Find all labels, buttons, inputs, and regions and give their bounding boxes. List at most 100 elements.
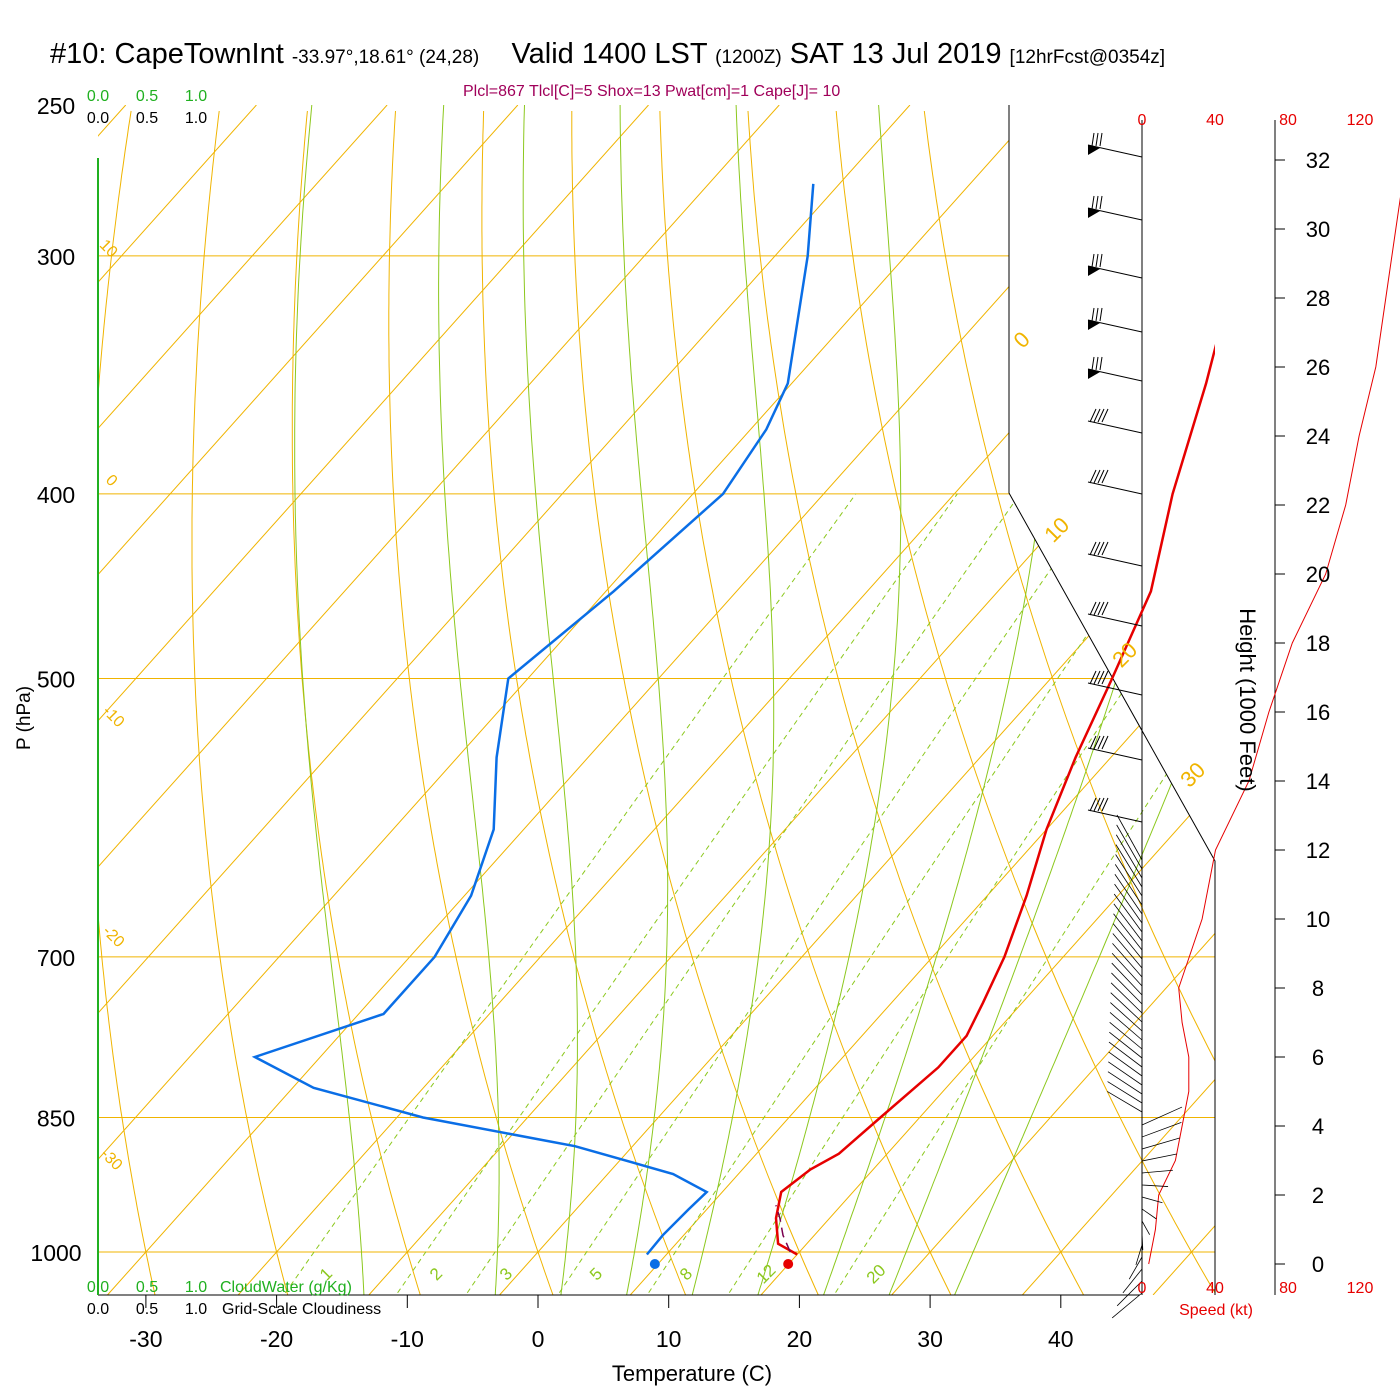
wind-barb-staff — [1107, 1091, 1143, 1113]
wind-barb-staff — [1087, 481, 1143, 495]
wind-barb — [1141, 1121, 1182, 1138]
cloudiness-tick-top: 1.0 — [185, 110, 207, 127]
wind-barb — [1141, 1169, 1173, 1174]
mixing-ratio-label: 8 — [676, 1264, 696, 1284]
surface-temperature-dot — [783, 1259, 794, 1269]
moist-adiabat — [619, 105, 669, 1295]
wind-barb — [1113, 893, 1143, 933]
wind-barb-feather — [1101, 670, 1109, 685]
wind-barb-staff — [1087, 368, 1143, 382]
dry-adiabat — [747, 110, 1085, 1295]
wind-barb-staff — [1141, 1196, 1163, 1204]
wind-barb-staff — [1141, 1169, 1173, 1174]
isotherm--10 — [368, 347, 1215, 1295]
height-tick-label: 4 — [1312, 1114, 1324, 1139]
isotherm-label: 10 — [96, 237, 121, 262]
wind-barb — [1110, 992, 1143, 1023]
mixing-ratio-line — [727, 552, 1215, 1295]
wind-barb — [1087, 601, 1143, 627]
height-tick-label: 22 — [1306, 493, 1330, 518]
wind-barb-feather — [1097, 408, 1105, 423]
wind-barb-staff — [1108, 1041, 1143, 1068]
wind-barb-staff — [1115, 834, 1143, 879]
chart-title: #10: CapeTownInt -33.97°,18.61° (24,28) … — [50, 38, 1165, 71]
wind-barb-feather — [1099, 195, 1103, 210]
wind-barb — [1113, 913, 1143, 951]
speed-tick-top: 40 — [1206, 112, 1224, 129]
speed-axis-label: Speed (kt) — [1179, 1302, 1253, 1319]
wind-barb-staff — [1114, 883, 1143, 924]
valid-time: Valid 1400 LST — [511, 38, 708, 70]
wind-barb-pennant — [1088, 369, 1100, 379]
wind-barb — [1109, 1012, 1143, 1041]
wind-barb-staff — [1141, 1106, 1183, 1126]
wind-barb — [1115, 854, 1143, 897]
wind-barb — [1122, 1268, 1143, 1294]
wind-barb — [1111, 972, 1143, 1005]
forecast-info: [12hrFcst@0354z] — [1009, 47, 1166, 68]
wind-barb-pennant — [1088, 266, 1100, 276]
wind-barb-staff — [1087, 319, 1143, 333]
isotherm--40 — [98, 105, 1041, 1161]
wind-barb-staff — [1114, 874, 1143, 915]
wind-barb — [1115, 834, 1143, 879]
wind-barb-feather — [1091, 253, 1095, 268]
pressure-tick-label: 850 — [37, 1106, 75, 1132]
speed-tick-top: 0 — [1138, 112, 1147, 129]
height-tick-label: 26 — [1306, 355, 1330, 380]
wind-barb — [1087, 408, 1143, 434]
wind-barb-staff — [1110, 982, 1143, 1014]
isotherm-20 — [760, 786, 1215, 1295]
valid-date: SAT 13 Jul 2019 — [789, 38, 1002, 70]
wind-barb — [1114, 864, 1143, 906]
wind-barb — [1111, 1292, 1143, 1319]
wind-barb-staff — [1110, 992, 1143, 1023]
temperature-line — [774, 343, 1215, 1256]
wind-barb — [1141, 1153, 1177, 1162]
wind-barb — [1109, 1022, 1143, 1050]
wind-barb-feather — [1093, 735, 1101, 750]
wind-barb — [1087, 797, 1143, 823]
height-tick-label: 24 — [1306, 424, 1330, 449]
wind-barb — [1087, 132, 1143, 158]
wind-barb-feather — [1095, 195, 1099, 210]
height-tick-label: 28 — [1306, 286, 1330, 311]
wind-barb-feather — [1091, 132, 1095, 147]
wind-barb-staff — [1109, 1031, 1143, 1059]
wind-barb-feather — [1093, 408, 1101, 423]
wind-barb-staff — [1141, 1220, 1150, 1235]
isotherm-label: -30 — [97, 1146, 125, 1174]
height-tick-label: 20 — [1306, 562, 1330, 587]
wind-barb-feather — [1101, 469, 1109, 484]
x-tick-label: -20 — [260, 1326, 293, 1352]
wind-barb — [1112, 933, 1143, 969]
dewpoint-line — [251, 183, 815, 1256]
wind-barb-feather — [1089, 469, 1097, 484]
wind-barb-staff — [1116, 814, 1143, 861]
wind-barb — [1116, 824, 1143, 870]
mixing-ratio-line — [283, 493, 857, 1295]
wind-barb-staff — [1107, 1071, 1143, 1095]
plot-mask — [1009, 105, 1400, 1295]
cloudiness-tick-bottom: 0.0 — [87, 1301, 109, 1318]
wind-barb-staff — [1110, 1002, 1143, 1032]
wind-barb-feather — [1093, 797, 1101, 812]
wind-barb-pennant — [1088, 320, 1100, 330]
pressure-tick-label: 400 — [37, 482, 75, 508]
cloudiness-tick-bottom: 0.5 — [136, 1301, 158, 1318]
wind-barb — [1141, 1208, 1157, 1220]
wind-barb-staff — [1087, 144, 1143, 158]
wind-barb-staff — [1087, 613, 1143, 627]
wind-barb-feather — [1099, 356, 1103, 371]
wind-barb-staff — [1135, 1244, 1143, 1266]
wind-barb-feather — [1089, 541, 1097, 556]
wind-barb-staff — [1111, 952, 1143, 987]
height-tick-label: 6 — [1312, 1045, 1324, 1070]
speed-tick-bottom: 120 — [1347, 1280, 1374, 1297]
wind-barb-staff — [1141, 1184, 1169, 1187]
wind-barb-staff — [1087, 682, 1143, 696]
wind-barb — [1111, 962, 1143, 996]
wind-barb — [1135, 1244, 1143, 1266]
wind-barb-staff — [1122, 1268, 1143, 1294]
